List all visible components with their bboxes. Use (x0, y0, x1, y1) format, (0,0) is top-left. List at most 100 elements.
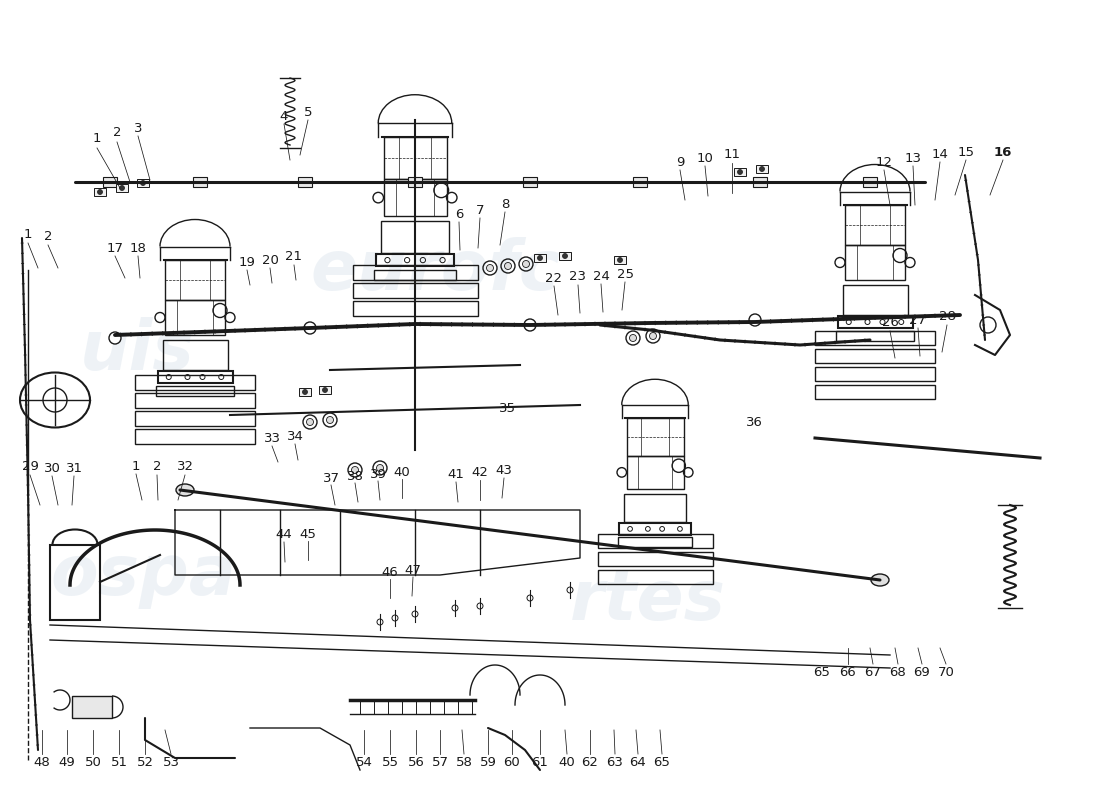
Text: 70: 70 (937, 666, 955, 678)
Circle shape (322, 387, 328, 393)
Circle shape (109, 332, 121, 344)
Text: 51: 51 (110, 755, 128, 769)
Bar (619, 523, 691, 534)
Bar (837, 316, 913, 328)
Text: 67: 67 (865, 666, 881, 678)
Bar (614, 256, 626, 264)
Bar (845, 205, 905, 245)
Circle shape (524, 319, 536, 331)
Bar (94, 188, 106, 196)
Text: 66: 66 (839, 666, 857, 678)
Text: 12: 12 (876, 155, 892, 169)
Bar (627, 456, 683, 489)
Text: 44: 44 (276, 529, 293, 542)
Text: 1: 1 (132, 459, 141, 473)
Circle shape (759, 166, 764, 171)
Circle shape (486, 265, 494, 271)
Bar (135, 393, 255, 408)
Text: 33: 33 (264, 431, 280, 445)
Text: eurofc: eurofc (310, 237, 560, 304)
Bar (352, 265, 477, 280)
Text: 57: 57 (431, 755, 449, 769)
Circle shape (141, 181, 145, 186)
Ellipse shape (176, 484, 194, 496)
Text: 69: 69 (914, 666, 931, 678)
Bar (163, 340, 228, 370)
Text: 40: 40 (559, 755, 575, 769)
Circle shape (120, 186, 124, 190)
Circle shape (98, 190, 102, 194)
Text: 14: 14 (932, 147, 948, 161)
Text: 2: 2 (153, 461, 162, 474)
Text: 27: 27 (910, 314, 926, 326)
Bar (116, 184, 128, 192)
Bar (534, 254, 546, 262)
Text: 30: 30 (44, 462, 60, 474)
Bar (135, 411, 255, 426)
Text: rtes: rtes (570, 567, 726, 634)
Circle shape (629, 334, 637, 342)
Text: 64: 64 (629, 755, 647, 769)
Bar (319, 386, 331, 394)
Text: 42: 42 (472, 466, 488, 479)
Circle shape (352, 466, 359, 474)
Circle shape (302, 390, 308, 394)
Text: 54: 54 (355, 755, 373, 769)
Text: 21: 21 (286, 250, 302, 263)
Circle shape (307, 418, 314, 426)
Bar (381, 222, 449, 253)
Text: 52: 52 (136, 755, 154, 769)
Text: 10: 10 (696, 151, 714, 165)
Text: 47: 47 (405, 563, 421, 577)
Bar (756, 165, 768, 173)
Bar (192, 177, 207, 187)
Text: 2: 2 (112, 126, 121, 139)
Bar (597, 570, 713, 584)
Bar (299, 388, 311, 396)
Bar (352, 301, 477, 316)
Bar (408, 177, 422, 187)
Bar (103, 177, 117, 187)
Text: 46: 46 (382, 566, 398, 578)
Circle shape (649, 333, 657, 339)
Text: 28: 28 (938, 310, 956, 323)
Text: 1: 1 (92, 133, 101, 146)
Text: 45: 45 (299, 527, 317, 541)
Text: 60: 60 (504, 755, 520, 769)
Text: 24: 24 (593, 270, 609, 282)
Text: 49: 49 (58, 755, 76, 769)
Bar (843, 285, 908, 315)
Text: 22: 22 (546, 271, 562, 285)
Text: 9: 9 (675, 155, 684, 169)
Circle shape (617, 258, 623, 262)
Text: 41: 41 (448, 469, 464, 482)
Text: uis: uis (80, 317, 195, 384)
Bar (72, 696, 112, 718)
Text: 58: 58 (455, 755, 472, 769)
Text: 19: 19 (239, 255, 255, 269)
Bar (384, 138, 447, 179)
Text: 40: 40 (394, 466, 410, 478)
Bar (138, 179, 148, 187)
Text: 43: 43 (496, 465, 513, 478)
Text: ospa: ospa (50, 542, 235, 609)
Text: 37: 37 (322, 471, 340, 485)
Bar (165, 300, 226, 335)
Text: 36: 36 (746, 415, 762, 429)
Text: 8: 8 (500, 198, 509, 210)
Text: 65: 65 (653, 755, 670, 769)
Bar (384, 179, 447, 216)
Text: 65: 65 (814, 666, 830, 678)
Text: 56: 56 (408, 755, 425, 769)
Text: 15: 15 (957, 146, 975, 158)
Bar (157, 371, 232, 383)
Bar (864, 177, 877, 187)
Circle shape (376, 465, 384, 471)
Text: 31: 31 (66, 462, 82, 474)
Text: 2: 2 (44, 230, 53, 243)
Bar (627, 418, 683, 456)
Text: 6: 6 (454, 209, 463, 222)
Bar (298, 177, 312, 187)
Bar (352, 283, 477, 298)
Circle shape (522, 261, 529, 267)
